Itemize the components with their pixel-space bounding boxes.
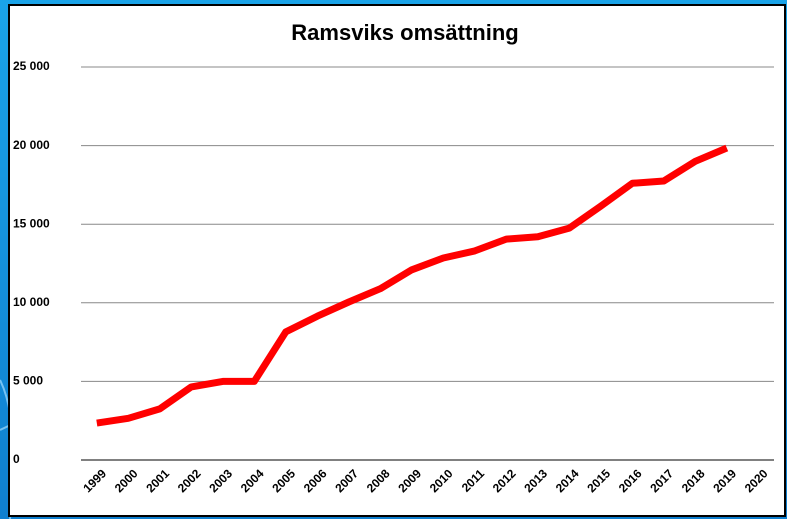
chart-frame — [8, 4, 786, 517]
y-tick-label: 15 000 — [13, 216, 50, 230]
data-line — [96, 144, 729, 427]
y-tick-label: 20 000 — [13, 138, 50, 152]
y-tick-label: 0 — [13, 452, 20, 466]
y-tick-label: 5 000 — [13, 374, 43, 388]
y-tick-label: 10 000 — [13, 295, 50, 309]
chart-title: Ramsviks omsättning — [291, 20, 518, 45]
y-tick-label: 25 000 — [13, 59, 50, 73]
